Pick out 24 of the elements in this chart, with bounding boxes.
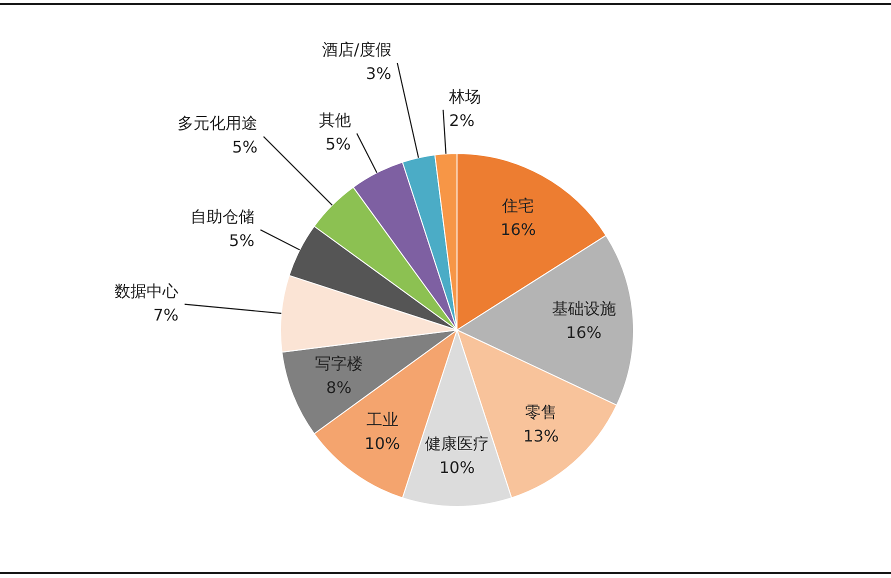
slice-label: 工业 [366,410,398,429]
slice-label: 住宅 [501,196,534,215]
slice-label: 写字楼 [314,354,363,373]
slice-label: 其他 [318,110,351,130]
data-label: 10% [364,434,400,453]
slice-label: 自助仓储 [190,206,254,226]
data-label: 10% [439,458,475,478]
data-label: 8% [326,378,352,397]
slice-label: 零售 [525,402,558,422]
data-label: 5% [232,138,258,157]
data-label: 16% [500,220,536,239]
data-label: 5% [325,134,351,154]
data-label: 5% [229,230,254,250]
data-label: 2% [449,110,475,130]
slice-label: 多元化用途 [178,114,258,133]
slice-label: 健康医疗 [425,434,489,454]
data-label: 3% [366,64,392,84]
data-label: 16% [566,323,602,342]
data-label: 7% [153,305,179,324]
data-label: 13% [523,426,559,446]
slice-label: 基础设施 [552,299,616,318]
slice-label: 林场 [448,86,482,106]
slice-label: 酒店/度假 [322,40,392,60]
slice-label: 数据中心 [114,281,179,300]
